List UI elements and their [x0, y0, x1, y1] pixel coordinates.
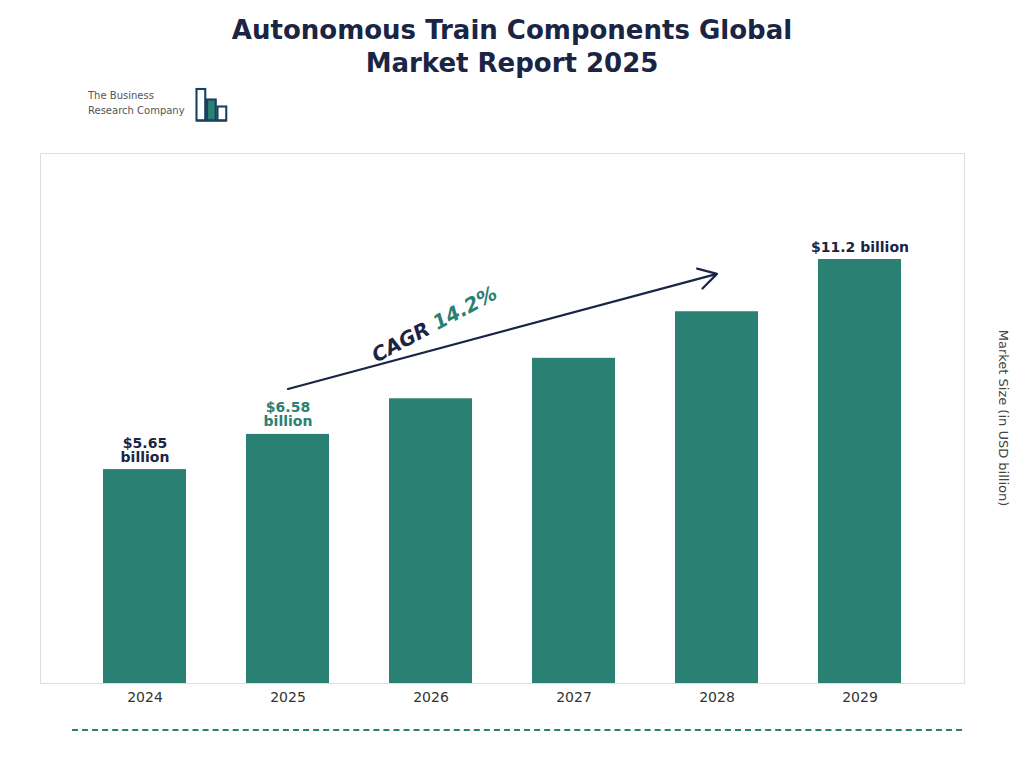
svg-text:2028: 2028: [699, 689, 735, 705]
svg-text:$5.65billion: $5.65billion: [121, 435, 170, 465]
svg-text:2025: 2025: [270, 689, 306, 705]
html-text:The Business Research Company: The Business Research Company: [88, 90, 185, 116]
svg-text:2027: 2027: [556, 689, 592, 705]
svg-text:2026: 2026: [413, 689, 449, 705]
html-text:Autonomous Train Components Gl: Autonomous Train Components Global Marke…: [231, 15, 793, 78]
svg-text:CAGR 14.2%: CAGR 14.2%: [368, 281, 501, 367]
svg-text:2024: 2024: [127, 689, 163, 705]
svg-text:$11.2 billion: $11.2 billion: [811, 239, 909, 255]
svg-text:Market Size (in USD billion): Market Size (in USD billion): [996, 330, 1011, 507]
svg-text:2029: 2029: [842, 689, 878, 705]
svg-text:$6.58billion: $6.58billion: [264, 399, 313, 429]
